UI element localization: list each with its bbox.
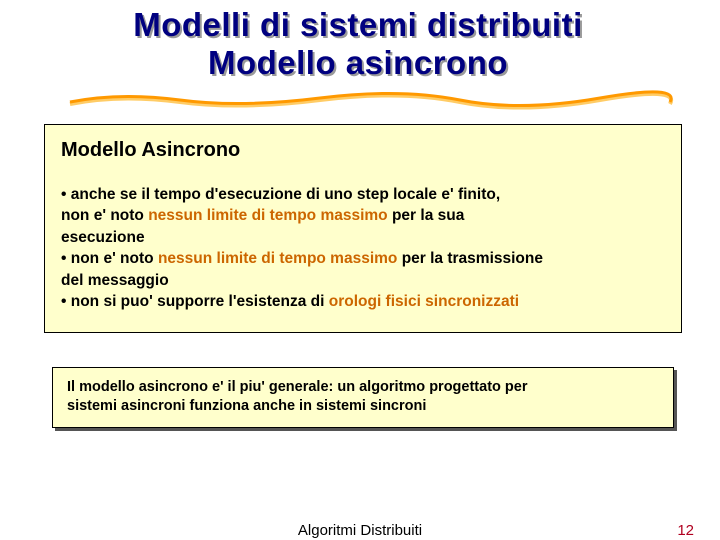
title-line2: Modello asincrono <box>208 44 508 82</box>
bullet-1-line1: • anche se il tempo d'esecuzione di uno … <box>61 184 665 205</box>
slide-title: Modelli di sistemi distribuiti Modelli d… <box>0 0 720 84</box>
bullet-2-line1: • non e' noto nessun limite di tempo mas… <box>61 248 665 269</box>
bullet-1-line3: esecuzione <box>61 227 665 248</box>
page-number: 12 <box>677 522 694 539</box>
bullet-list: • anche se il tempo d'esecuzione di uno … <box>61 184 665 312</box>
bullet-2-line2: del messaggio <box>61 270 665 291</box>
bullet-1-line2: non e' noto nessun limite di tempo massi… <box>61 205 665 226</box>
title-line2-shadow: Modello asincrono Modello asincrono <box>210 46 510 84</box>
bullet-3-line1: • non si puo' supporre l'esistenza di or… <box>61 291 665 312</box>
content-header: Modello Asincrono <box>61 139 665 162</box>
note-line2: sistemi asincroni funziona anche in sist… <box>67 397 659 416</box>
content-box: Modello Asincrono • anche se il tempo d'… <box>44 124 682 333</box>
note-box: Il modello asincrono e' il piu' generale… <box>52 367 674 428</box>
title-line1-shadow: Modelli di sistemi distribuiti Modelli d… <box>135 8 585 46</box>
note-line1: Il modello asincrono e' il piu' generale… <box>67 378 659 397</box>
footer-title: Algoritmi Distribuiti <box>298 522 422 539</box>
wavy-divider <box>0 90 720 116</box>
title-line1: Modelli di sistemi distribuiti <box>133 6 583 44</box>
